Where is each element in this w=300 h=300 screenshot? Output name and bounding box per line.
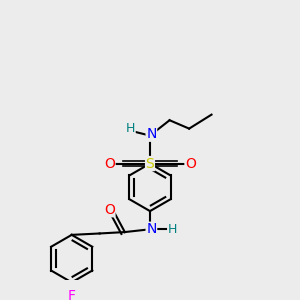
Text: O: O	[104, 157, 115, 171]
Text: O: O	[185, 157, 196, 171]
Text: O: O	[104, 203, 115, 217]
Text: S: S	[146, 157, 154, 171]
Text: N: N	[146, 222, 157, 236]
Text: H: H	[126, 122, 135, 135]
Text: N: N	[146, 127, 157, 141]
Text: F: F	[68, 289, 76, 300]
Text: H: H	[168, 223, 177, 236]
